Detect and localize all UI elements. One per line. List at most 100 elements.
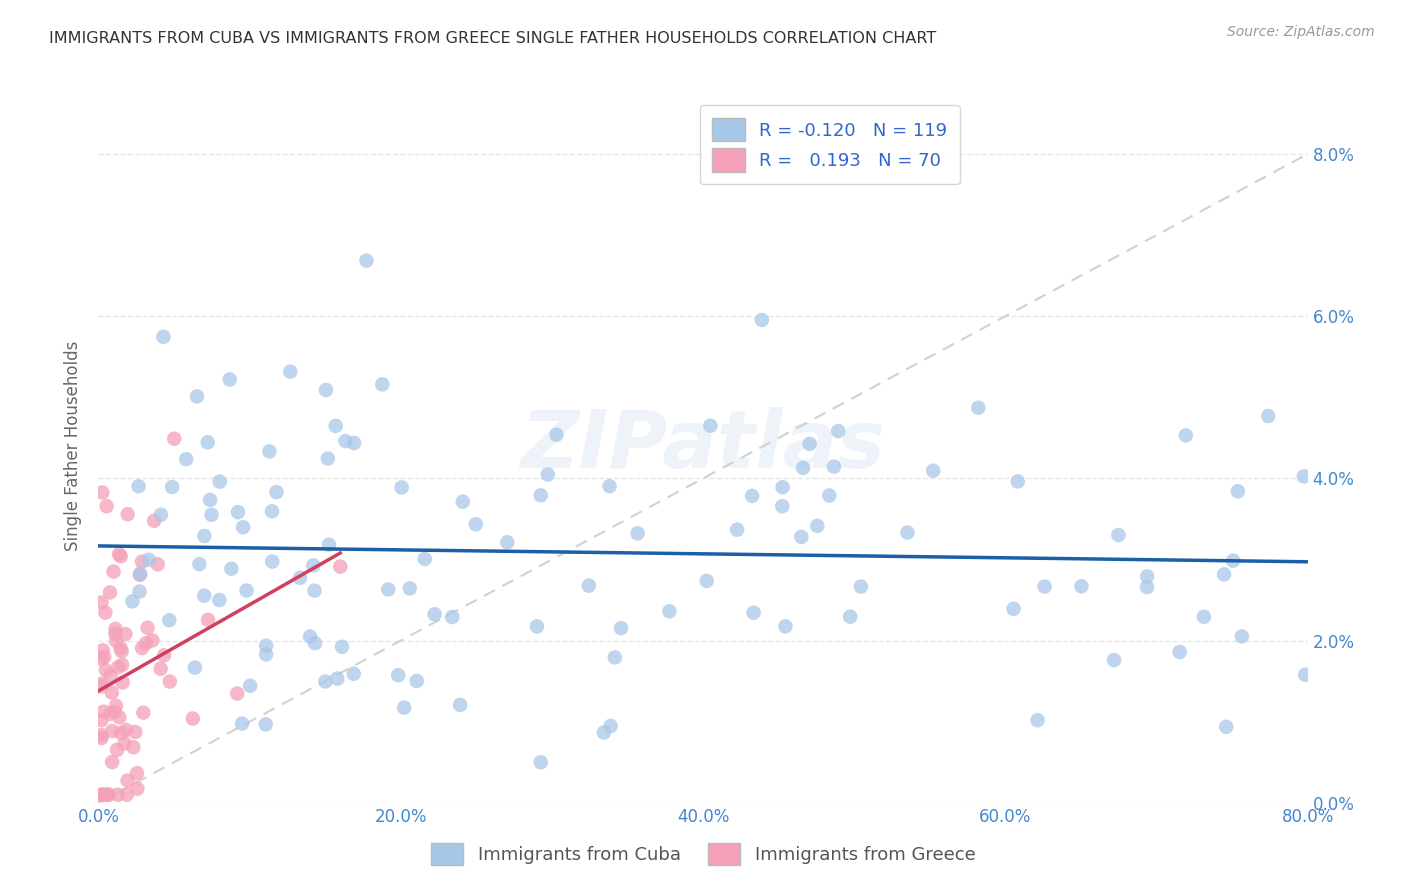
Point [93,650,115,665]
Point [131,555,153,569]
Point [266,485,288,500]
Point [198,492,221,507]
Point [197,613,219,627]
Point [792,461,814,475]
Point [93,705,115,719]
Point [181,711,204,725]
Point [546,427,568,442]
Point [530,756,553,770]
Point [1226,484,1249,499]
Point [159,674,181,689]
Point [111,644,134,658]
Point [658,604,681,618]
Point [128,567,150,582]
Point [413,552,436,566]
Point [131,641,153,656]
Point [239,679,262,693]
Point [449,698,471,712]
Point [96,788,118,802]
Point [599,479,621,493]
Point [90,676,112,690]
Point [849,580,872,594]
Text: ZIPatlas: ZIPatlas [520,407,886,485]
Point [314,674,336,689]
Point [377,582,399,597]
Point [316,451,339,466]
Point [90,652,112,666]
Point [128,479,150,493]
Point [132,706,155,720]
Point [1026,713,1049,727]
Point [335,434,357,449]
Point [326,672,349,686]
Point [315,383,337,397]
Point [593,725,616,739]
Point [922,464,945,478]
Point [143,514,166,528]
Point [188,557,211,571]
Point [152,330,174,344]
Point [827,424,849,438]
Point [197,435,219,450]
Point [103,565,125,579]
Point [193,529,215,543]
Point [1107,528,1129,542]
Point [299,630,322,644]
Point [741,489,763,503]
Point [146,558,169,572]
Point [371,377,394,392]
Point [1174,428,1197,442]
Point [530,488,553,502]
Point [90,731,112,745]
Point [391,481,413,495]
Point [117,507,139,521]
Point [496,535,519,549]
Point [304,636,326,650]
Point [105,634,128,648]
Point [1213,567,1236,582]
Point [464,517,486,532]
Point [104,698,127,713]
Point [110,549,132,564]
Point [98,706,121,721]
Point [318,538,340,552]
Point [405,673,427,688]
Point [186,389,208,403]
Point [200,508,222,522]
Point [1294,667,1316,681]
Point [90,595,112,609]
Point [141,633,163,648]
Point [90,680,112,694]
Point [578,579,600,593]
Point [329,559,352,574]
Point [90,788,112,802]
Point [260,504,283,518]
Point [790,530,813,544]
Point [1222,554,1244,568]
Point [184,660,207,674]
Point [90,728,112,742]
Point [1215,720,1237,734]
Point [343,666,366,681]
Point [775,619,797,633]
Point [1033,580,1056,594]
Point [387,668,409,682]
Point [526,619,548,633]
Point [330,640,353,654]
Point [302,558,325,573]
Point [96,499,118,513]
Point [107,788,129,802]
Point [138,553,160,567]
Point [325,418,347,433]
Point [91,485,114,500]
Point [108,547,131,561]
Point [226,505,249,519]
Point [128,584,150,599]
Point [149,508,172,522]
Point [125,766,148,780]
Point [96,788,118,802]
Point [122,740,145,755]
Point [262,555,284,569]
Point [1168,645,1191,659]
Point [451,494,474,508]
